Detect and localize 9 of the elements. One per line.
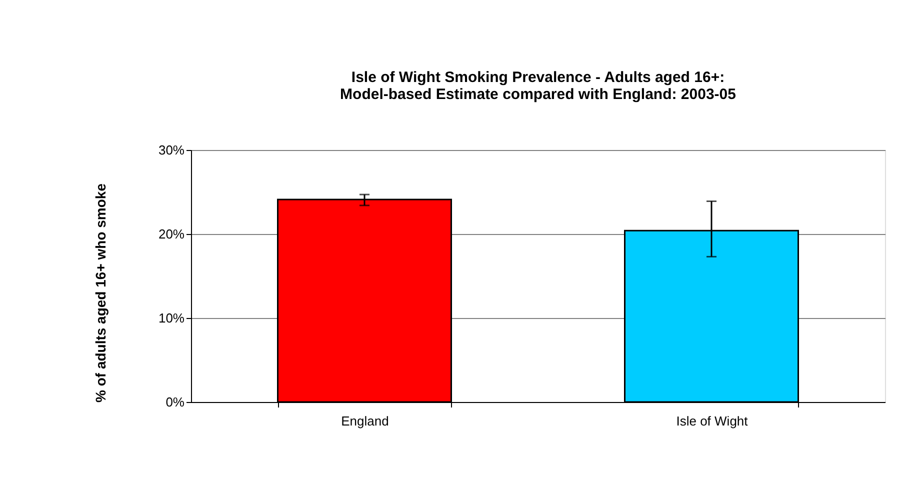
y-axis-title: % of adults aged 16+ who smoke [92, 183, 108, 402]
text: Model-based Estimate compared with England: 2003-05 [340, 86, 736, 103]
y-tick-label: 20% [158, 226, 185, 242]
y-tick-label: 10% [158, 310, 185, 326]
y-tick-label: 0% [166, 394, 185, 410]
text: Isle of Wight Smoking Prevalence - Adults aged 16+: [351, 69, 725, 86]
x-tick-label: England [341, 414, 389, 428]
y-tick-label: 30% [158, 142, 185, 158]
x-tick-label: Isle of Wight [676, 414, 748, 428]
